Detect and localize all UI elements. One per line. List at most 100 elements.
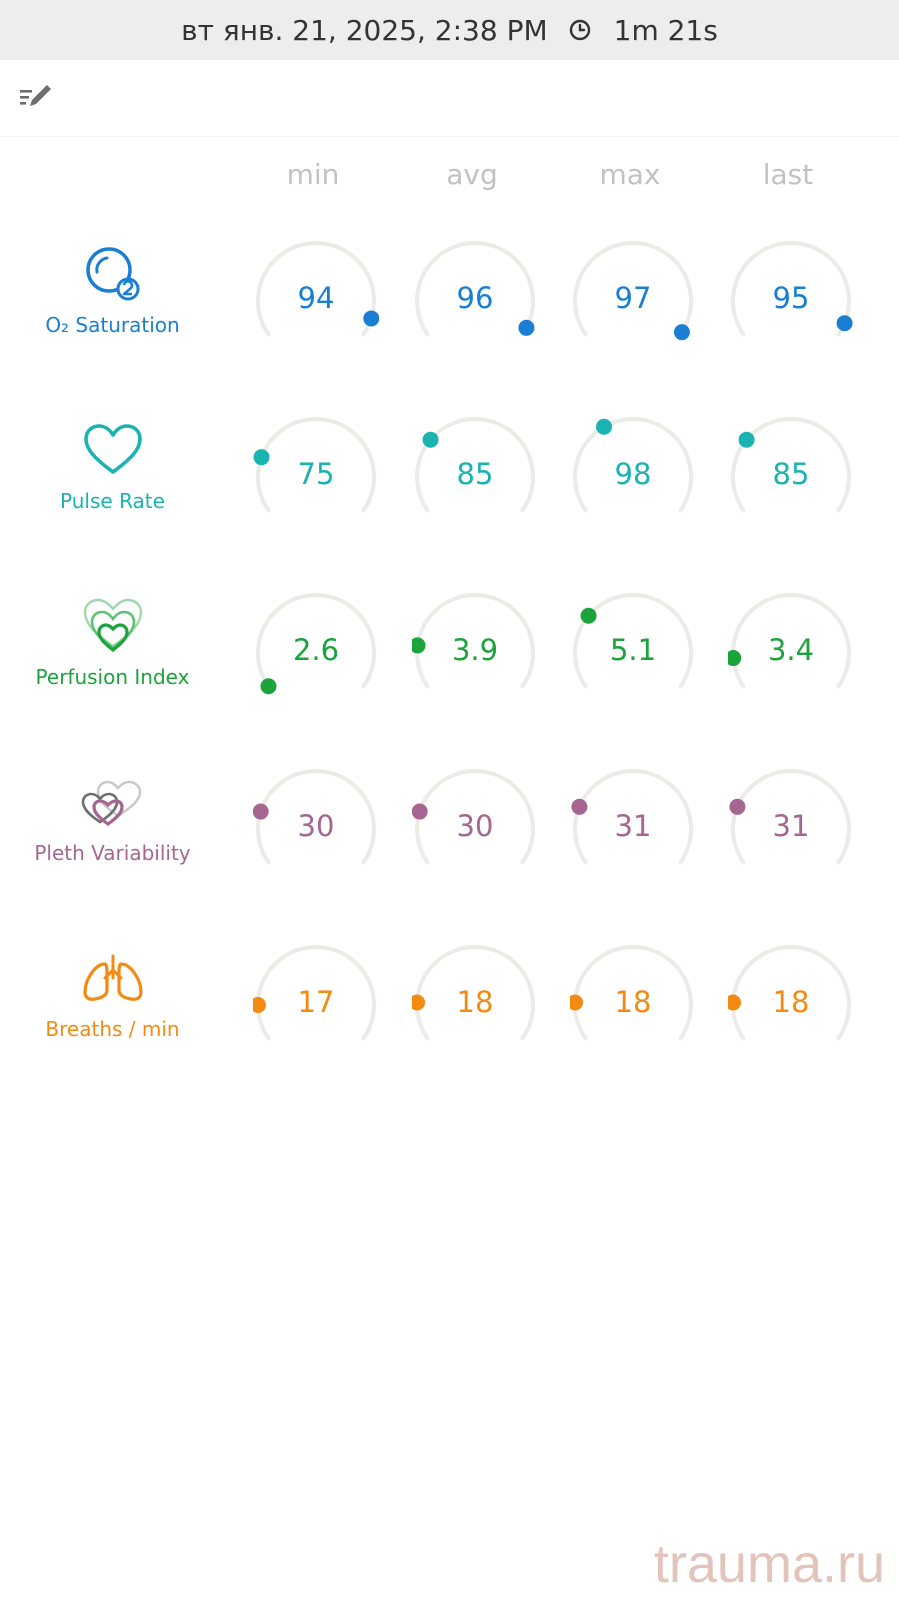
gauge-max: 97 [570,238,696,350]
gauge-value: 97 [614,281,652,315]
gauge-track [415,769,535,865]
column-header-avg: avg [446,158,498,191]
gauge-indicator-dot [729,798,746,815]
gauge-indicator-dot [728,994,742,1011]
gauge-indicator-dot [570,994,584,1011]
gauge-max: 5.1 [570,590,696,702]
gauge-value: 30 [297,809,335,843]
gauge-avg: 3.9 [412,590,538,702]
gauge-indicator-dot [571,798,588,815]
gauge-last: 3.4 [728,590,854,702]
column-header-min: min [286,158,340,191]
gauge-last: 18 [728,942,854,1054]
gauge-track [573,769,693,865]
gauge-indicator-dot [738,431,755,448]
gauge-value: 3.4 [767,633,815,667]
gauge-value: 31 [614,809,652,843]
gauge-min: 17 [253,942,379,1054]
gauge-track [256,593,376,689]
gauge-min: 30 [253,766,379,878]
o2-saturation-icon [78,239,148,309]
metric-label: Perfusion Index [35,665,190,689]
gauge-value: 31 [772,809,810,843]
toolbar [0,60,899,137]
gauge-indicator-dot [412,994,426,1011]
watermark: trauma.ru [653,1534,885,1594]
gauge-indicator-dot [518,319,535,336]
gauge-avg: 85 [412,414,538,526]
gauge-track [573,593,693,689]
gauge-indicator-dot [363,310,379,327]
metric-label: O₂ Saturation [45,313,180,337]
gauge-value: 85 [772,457,810,491]
gauge-avg: 96 [412,238,538,350]
metric-label-cell: Pulse Rate [0,376,225,552]
gauge-value: 18 [456,985,494,1019]
metric-row-o2-saturation[interactable]: O₂ Saturation 94 96 97 95 [0,200,899,376]
gauge-indicator-dot [422,431,439,448]
gauge-min: 94 [253,238,379,350]
gauge-track [256,241,376,337]
gauge-indicator-dot [412,637,426,654]
gauge-indicator-dot [260,678,277,695]
gauge-avg: 18 [412,942,538,1054]
metric-row-perfusion-index[interactable]: Perfusion Index 2.6 3.9 5.1 3.4 [0,552,899,728]
clock-icon [568,18,592,42]
gauge-track [415,417,535,513]
gauge-indicator-dot [253,449,270,466]
gauge-track [731,417,851,513]
gauge-value: 75 [297,457,335,491]
gauge-indicator-dot [580,607,597,624]
gauge-value: 94 [297,281,335,315]
column-header-max: max [599,158,661,191]
metric-row-pleth-variability[interactable]: Pleth Variability 30 30 31 31 [0,728,899,904]
pleth-hearts-icon [78,767,148,837]
gauge-indicator-dot [836,315,853,332]
gauge-track [256,417,376,513]
gauge-value: 2.6 [292,633,340,667]
heart-icon [78,415,148,485]
gauge-value: 30 [456,809,494,843]
gauge-indicator-dot [412,803,428,820]
gauge-track [573,417,693,513]
gauge-track [256,769,376,865]
gauge-track [415,241,535,337]
gauge-last: 85 [728,414,854,526]
gauge-value: 5.1 [609,633,657,667]
metric-row-pulse-rate[interactable]: Pulse Rate 75 85 98 85 [0,376,899,552]
metric-row-breaths-per-min[interactable]: Breaths / min 17 18 18 18 [0,904,899,1080]
gauge-value: 18 [614,985,652,1019]
gauge-indicator-dot [596,418,612,435]
gauge-value: 3.9 [451,633,499,667]
gauge-value: 18 [772,985,810,1019]
metric-label-cell: Perfusion Index [0,552,225,728]
gauge-track [731,241,851,337]
metric-label-cell: O₂ Saturation [0,200,225,376]
edit-list-icon[interactable] [18,82,58,114]
perfusion-hearts-icon [78,591,148,661]
session-duration: 1m 21s [613,13,718,47]
gauge-max: 98 [570,414,696,526]
gauge-value: 96 [456,281,494,315]
gauge-track [731,769,851,865]
gauge-avg: 30 [412,766,538,878]
gauge-last: 31 [728,766,854,878]
gauge-value: 95 [772,281,810,315]
gauge-value: 17 [297,985,335,1019]
gauge-indicator-dot [673,324,690,341]
lungs-icon [78,943,148,1013]
column-header-last: last [762,158,814,191]
gauge-min: 75 [253,414,379,526]
gauge-indicator-dot [253,997,266,1013]
gauge-value: 98 [614,457,652,491]
gauge-track [573,241,693,337]
metric-label: Breaths / min [45,1017,180,1041]
metric-label-cell: Breaths / min [0,904,225,1080]
gauge-min: 2.6 [253,590,379,702]
session-datetime: вт янв. 21, 2025, 2:38 PM [181,13,548,47]
gauge-indicator-dot [253,803,269,820]
status-bar: вт янв. 21, 2025, 2:38 PM 1m 21s [0,0,899,60]
gauge-indicator-dot [728,650,742,667]
metric-label-cell: Pleth Variability [0,728,225,904]
metric-label: Pleth Variability [34,841,191,865]
